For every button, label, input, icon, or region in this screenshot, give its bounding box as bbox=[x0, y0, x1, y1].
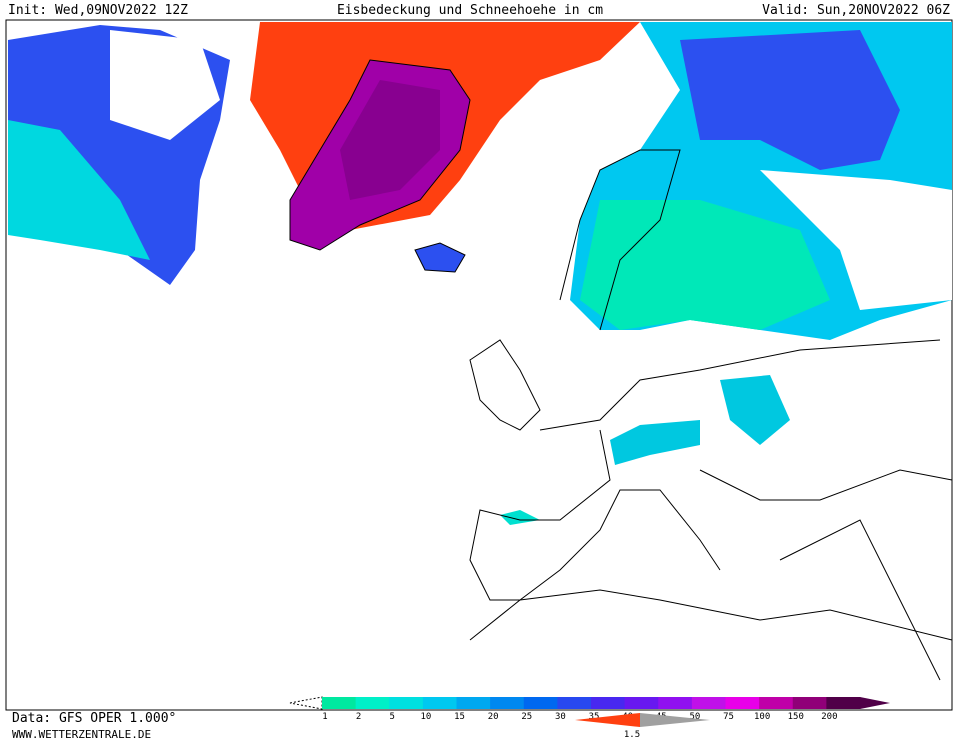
map bbox=[5, 19, 953, 711]
ice-label: 1.5 bbox=[624, 730, 640, 740]
legend-swatch bbox=[557, 697, 592, 709]
legend: 12510152025303540455075100150200 bbox=[322, 697, 890, 722]
legend-swatch bbox=[792, 697, 827, 709]
greenland-core bbox=[340, 80, 440, 200]
russia-no-snow bbox=[760, 170, 952, 310]
ice-bar-gray bbox=[640, 713, 710, 727]
valid-time: Valid: Sun,20NOV2022 06Z bbox=[762, 3, 950, 18]
data-source: Data: GFS OPER 1.000° bbox=[12, 711, 176, 726]
legend-label: 150 bbox=[788, 712, 804, 722]
map-title: Eisbedeckung und Schneehoehe in cm bbox=[337, 3, 603, 18]
snow-canada-south bbox=[8, 120, 150, 260]
legend-high-arrow bbox=[860, 697, 890, 709]
legend-low-arrow bbox=[289, 696, 323, 710]
hudson-ice-free bbox=[110, 30, 220, 140]
legend-label: 10 bbox=[420, 712, 431, 722]
iceland bbox=[414, 242, 466, 273]
legend-swatch bbox=[759, 697, 794, 709]
legend-swatch bbox=[422, 697, 457, 709]
snow-alps bbox=[610, 420, 700, 465]
legend-swatch bbox=[456, 697, 491, 709]
legend-swatch bbox=[591, 697, 626, 709]
legend-swatch bbox=[389, 697, 424, 709]
coast-europe bbox=[469, 339, 953, 601]
website: WWW.WETTERZENTRALE.DE bbox=[12, 728, 151, 741]
legend-swatch bbox=[355, 697, 390, 709]
legend-swatch bbox=[658, 697, 693, 709]
snow-carpathians bbox=[720, 375, 790, 445]
coast-middle-east bbox=[779, 519, 941, 681]
legend-label: 50 bbox=[689, 712, 700, 722]
snow-russia-south bbox=[580, 200, 830, 330]
legend-label: 15 bbox=[454, 712, 465, 722]
coast-africa bbox=[469, 589, 953, 641]
coast-uk bbox=[469, 339, 541, 431]
legend-label: 2 bbox=[356, 712, 361, 722]
legend-label: 35 bbox=[589, 712, 600, 722]
init-time: Init: Wed,09NOV2022 12Z bbox=[8, 3, 188, 18]
legend-swatch bbox=[523, 697, 558, 709]
legend-swatch bbox=[490, 697, 525, 709]
legend-swatch bbox=[624, 697, 659, 709]
legend-label: 200 bbox=[821, 712, 837, 722]
legend-label: 25 bbox=[521, 712, 532, 722]
ice-bar bbox=[575, 713, 640, 727]
snow-pyrenees bbox=[500, 510, 540, 525]
legend-swatch bbox=[826, 697, 861, 709]
legend-swatch bbox=[322, 697, 357, 709]
legend-label: 20 bbox=[488, 712, 499, 722]
legend-label: 100 bbox=[754, 712, 770, 722]
coast-scandinavia bbox=[559, 149, 681, 331]
legend-label: 5 bbox=[390, 712, 395, 722]
legend-swatch bbox=[725, 697, 760, 709]
snow-russia-deep bbox=[680, 30, 900, 170]
legend-label: 1 bbox=[322, 712, 327, 722]
legend-label: 75 bbox=[723, 712, 734, 722]
legend-label: 30 bbox=[555, 712, 566, 722]
legend-swatch bbox=[691, 697, 726, 709]
